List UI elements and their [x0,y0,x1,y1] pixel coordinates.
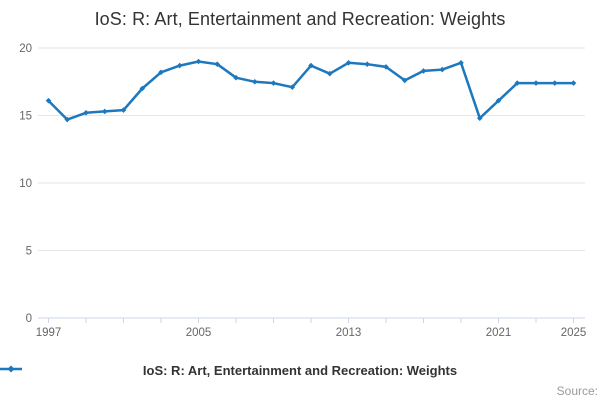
data-point-marker[interactable] [158,69,164,76]
y-axis-label: 5 [26,246,32,258]
legend-series-label: IoS: R: Art, Entertainment and Recreatio… [142,363,458,378]
data-point-marker[interactable] [64,116,71,123]
data-point-marker[interactable] [495,97,502,104]
data-point-marker[interactable] [83,110,89,116]
data-point-marker[interactable] [139,85,146,92]
data-point-marker[interactable] [345,60,352,66]
data-point-marker[interactable] [326,70,333,77]
data-point-marker[interactable] [101,108,108,115]
data-point-marker[interactable] [251,78,258,85]
data-point-marker[interactable] [570,80,577,86]
x-axis-label: 2025 [561,327,587,339]
data-point-marker[interactable] [308,62,314,69]
data-point-marker[interactable] [364,61,371,67]
data-point-marker[interactable] [45,97,52,104]
data-point-marker[interactable] [383,64,389,70]
legend-series-marker-icon [0,365,22,373]
series-line[interactable] [47,60,575,121]
x-axis-label: 2013 [336,327,362,339]
data-point-marker[interactable] [176,62,183,69]
x-axis-label: 1997 [36,327,62,339]
data-point-marker[interactable] [551,80,558,86]
data-point-marker[interactable] [420,68,427,74]
y-axis-label: 10 [19,178,32,190]
y-axis-label: 20 [19,43,32,55]
data-point-marker[interactable] [120,107,127,113]
y-axis-label: 15 [19,111,32,123]
data-point-marker[interactable] [214,61,221,67]
source-credit: Source: [556,384,598,398]
data-point-marker[interactable] [401,77,408,84]
data-point-marker[interactable] [289,84,296,90]
x-axis-label: 2005 [186,327,212,339]
x-axis-label: 2021 [486,327,512,339]
data-point-marker[interactable] [514,80,521,86]
data-point-marker[interactable] [233,74,239,81]
data-point-marker[interactable] [458,60,464,66]
data-point-marker[interactable] [533,80,539,86]
chart-title: IoS: R: Art, Entertainment and Recreatio… [94,9,506,29]
data-point-marker[interactable] [439,66,446,73]
data-point-marker[interactable] [476,115,483,121]
data-point-marker[interactable] [270,80,277,86]
data-point-marker[interactable] [195,58,202,65]
legend-item[interactable]: IoS: R: Art, Entertainment and Recreatio… [0,363,600,378]
y-axis-label: 0 [26,313,32,325]
